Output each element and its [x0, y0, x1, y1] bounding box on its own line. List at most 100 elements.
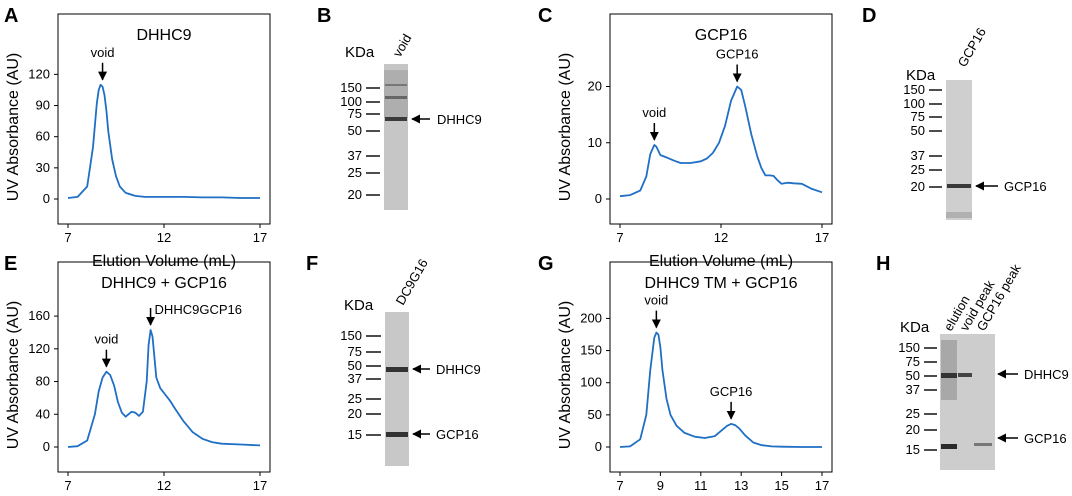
gel-band	[385, 96, 407, 99]
chart-dhhc9-gcp16: DHHC9 + GCP160408012016071217Elution Vol…	[5, 261, 271, 493]
peak-label: void	[94, 332, 118, 347]
peak-label: void	[644, 293, 668, 308]
elution-trace	[67, 83, 260, 199]
x-tick-label: 7	[64, 478, 71, 493]
panel-label-b: B	[317, 5, 331, 27]
y-tick-label: 120	[28, 66, 50, 81]
x-tick-label: 7	[616, 230, 623, 245]
mw-marker: 37	[906, 382, 920, 397]
y-tick-label: 0	[43, 439, 50, 454]
mw-marker: 20	[906, 422, 920, 437]
x-tick-label: 9	[657, 478, 664, 493]
y-tick-label: 40	[36, 406, 50, 421]
mw-marker: 20	[348, 406, 362, 421]
mw-marker: 50	[348, 123, 362, 138]
y-tick-label: 10	[588, 135, 602, 150]
y-tick-label: 200	[580, 310, 602, 325]
y-tick-label: 0	[43, 191, 50, 206]
gel-image	[946, 80, 972, 220]
plot-frame	[57, 261, 271, 473]
mw-marker: 15	[906, 442, 920, 457]
band-label: GCP16	[436, 427, 479, 442]
y-axis-label: UV Absorbance (AU)	[557, 53, 574, 202]
kda-label: KDa	[345, 44, 375, 61]
gel-band	[941, 444, 957, 449]
lane-label: DC9G16	[393, 256, 431, 307]
band-label: DHHC9	[436, 362, 481, 377]
mw-marker: 100	[903, 96, 925, 111]
x-tick-label: 12	[157, 478, 171, 493]
peak-label: GCP16	[716, 47, 759, 62]
mw-marker: 75	[348, 106, 362, 121]
band-label: DHHC9	[1024, 367, 1069, 382]
elution-trace	[619, 85, 823, 198]
elution-trace	[67, 329, 261, 448]
x-tick-label: 17	[815, 478, 829, 493]
y-tick-label: 160	[28, 308, 50, 323]
y-axis-label: UV Absorbance (AU)	[5, 301, 22, 450]
y-tick-label: 0	[595, 439, 602, 454]
band-label: GCP16	[1024, 431, 1067, 446]
mw-marker: 20	[911, 179, 925, 194]
mw-marker: 100	[340, 94, 362, 109]
y-tick-label: 120	[28, 341, 50, 356]
gel-f: KDa DC9G16 150 75 50 37 25 20 15 DHHC9 G…	[340, 256, 481, 466]
gel-band	[386, 432, 408, 437]
mw-marker: 25	[348, 165, 362, 180]
gel-d: KDa GCP16 150 100 75 50 37 25 20 15 GCP1…	[903, 25, 1047, 220]
y-tick-label: 90	[36, 98, 50, 113]
mw-marker: 150	[903, 82, 925, 97]
x-tick-label: 7	[64, 230, 71, 245]
gel-band	[385, 117, 407, 121]
mw-marker: 15	[348, 427, 362, 442]
chart-dhhc9tm-gcp16: DHHC9 TM + GCP160501001502007911131517El…	[557, 261, 833, 493]
chart-title: DHHC9 + GCP16	[101, 275, 227, 292]
y-tick-label: 0	[595, 191, 602, 206]
chart-title: DHHC9	[136, 27, 191, 44]
x-tick-label: 11	[694, 478, 708, 493]
panel-label-e: E	[4, 253, 17, 275]
band-label: GCP16	[1004, 179, 1047, 194]
peak-label: DHHC9GCP16	[155, 302, 242, 317]
panel-label-a: A	[4, 5, 18, 27]
mw-marker: 150	[340, 80, 362, 95]
mw-marker: 37	[348, 148, 362, 163]
y-tick-label: 150	[580, 343, 602, 358]
x-tick-label: 13	[734, 478, 748, 493]
panel-label-c: C	[538, 5, 552, 27]
panel-label-f: F	[306, 253, 318, 275]
peak-label: GCP16	[710, 384, 753, 399]
mw-marker: 150	[340, 328, 362, 343]
x-tick-label: 17	[253, 478, 267, 493]
lane-label: GCP16	[955, 25, 989, 69]
x-tick-label: 17	[253, 230, 267, 245]
mw-marker: 50	[348, 358, 362, 373]
chart-title: DHHC9 TM + GCP16	[644, 275, 797, 292]
gel-dye-front	[946, 212, 972, 218]
panel-label-d: D	[862, 5, 876, 27]
mw-marker: 50	[906, 368, 920, 383]
y-tick-label: 50	[588, 407, 602, 422]
mw-marker: 37	[348, 371, 362, 386]
mw-marker: 50	[911, 123, 925, 138]
x-tick-label: 12	[157, 230, 171, 245]
mw-marker: 25	[906, 406, 920, 421]
gel-band	[386, 367, 408, 372]
mw-marker: 20	[348, 187, 362, 202]
lane-label: void	[390, 31, 415, 59]
x-tick-label: 7	[616, 478, 623, 493]
gel-band	[385, 84, 407, 86]
gel-band	[941, 373, 957, 378]
mw-marker: 25	[348, 391, 362, 406]
mw-marker: 75	[348, 344, 362, 359]
chart-title: GCP16	[695, 27, 748, 44]
mw-marker: 25	[911, 162, 925, 177]
y-axis-label: UV Absorbance (AU)	[5, 53, 22, 202]
mw-marker: 37	[911, 148, 925, 163]
y-axis-label: UV Absorbance (AU)	[557, 301, 574, 450]
kda-label: KDa	[344, 297, 374, 314]
kda-label: KDa	[900, 319, 930, 336]
mw-marker: 75	[911, 109, 925, 124]
